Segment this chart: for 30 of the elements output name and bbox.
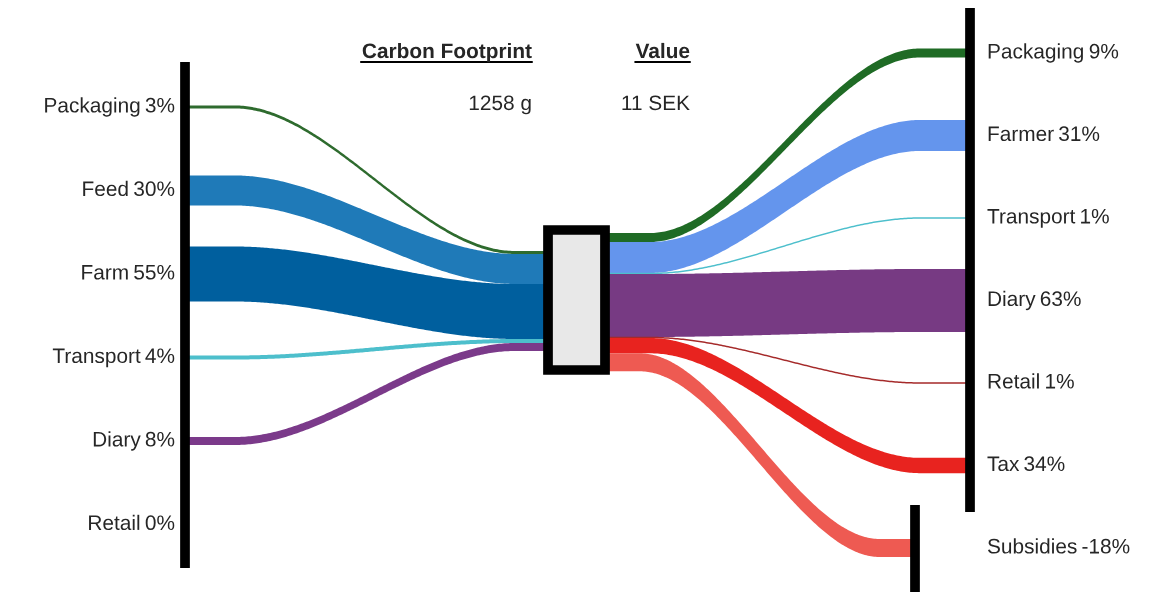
text: 1258 g [469,95,531,115]
data-label: 4% [145,348,175,364]
data-label: 8% [145,431,175,447]
category-label: Subsidies [987,538,1077,554]
category-label: Retail [988,373,1039,389]
category-label: Transport [987,209,1076,228]
data-label: 63% [1040,291,1081,307]
category-label: Feed [83,180,128,197]
category-label: Transport [52,348,141,368]
category-label: Farm [82,265,128,280]
data-label: 9% [1089,43,1119,59]
category-label: Tax [987,456,1020,472]
category-label: Packaging [45,97,140,117]
data-label: 1% [1046,373,1074,389]
data-label: 0% [145,515,175,531]
category-label: Diary [93,431,141,451]
data-label: 1% [1081,208,1109,224]
data-label: 34% [1024,456,1065,472]
data-label: -18% [1082,538,1130,554]
category-label: Diary [988,290,1036,311]
data-label: 31% [1059,126,1100,142]
data-label: 30% [134,181,175,197]
text: 11 SEK [622,95,690,111]
text: Carbon Footprint [362,42,532,63]
category-label: Farmer [988,126,1054,142]
data-label: 55% [134,264,175,280]
category-label: Retail [89,514,140,531]
text: Value [635,42,690,59]
category-label: Packaging [988,43,1083,63]
data-label: 3% [145,97,175,113]
